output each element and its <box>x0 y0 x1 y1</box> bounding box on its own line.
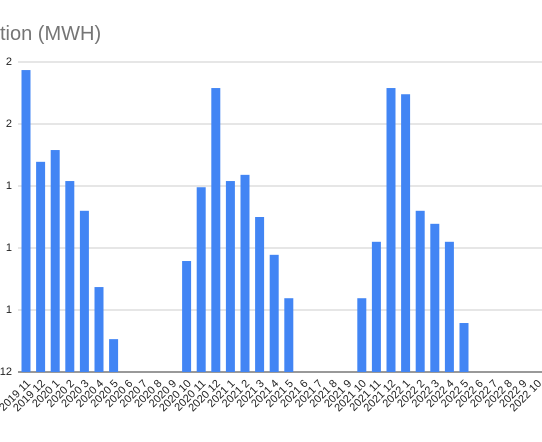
y-tick-label: 12 <box>0 366 12 378</box>
bar <box>284 298 294 372</box>
bar <box>386 88 396 372</box>
y-tick-label: 1 <box>6 180 12 192</box>
bar <box>430 223 440 372</box>
bar <box>94 287 104 372</box>
bar <box>50 150 60 372</box>
bar <box>255 217 265 372</box>
y-tick-label: 2 <box>6 118 12 130</box>
bar <box>444 241 454 372</box>
y-tick-label: 1 <box>6 242 12 254</box>
y-tick-label: 1 <box>6 304 12 316</box>
bar <box>371 241 381 372</box>
bar <box>79 210 89 372</box>
bar <box>459 323 469 372</box>
bar <box>269 254 279 372</box>
bar <box>401 94 411 373</box>
bar <box>225 181 235 372</box>
bar <box>211 88 221 372</box>
bar <box>196 187 206 372</box>
bar <box>357 298 367 372</box>
bar <box>21 70 31 372</box>
chart-title: tion (MWH) <box>0 23 101 45</box>
bar <box>240 174 250 372</box>
y-tick-label: 2 <box>6 56 12 68</box>
bar <box>415 210 425 372</box>
bar <box>65 181 75 372</box>
bar <box>36 161 46 372</box>
bar <box>109 339 119 372</box>
bar <box>182 261 192 372</box>
